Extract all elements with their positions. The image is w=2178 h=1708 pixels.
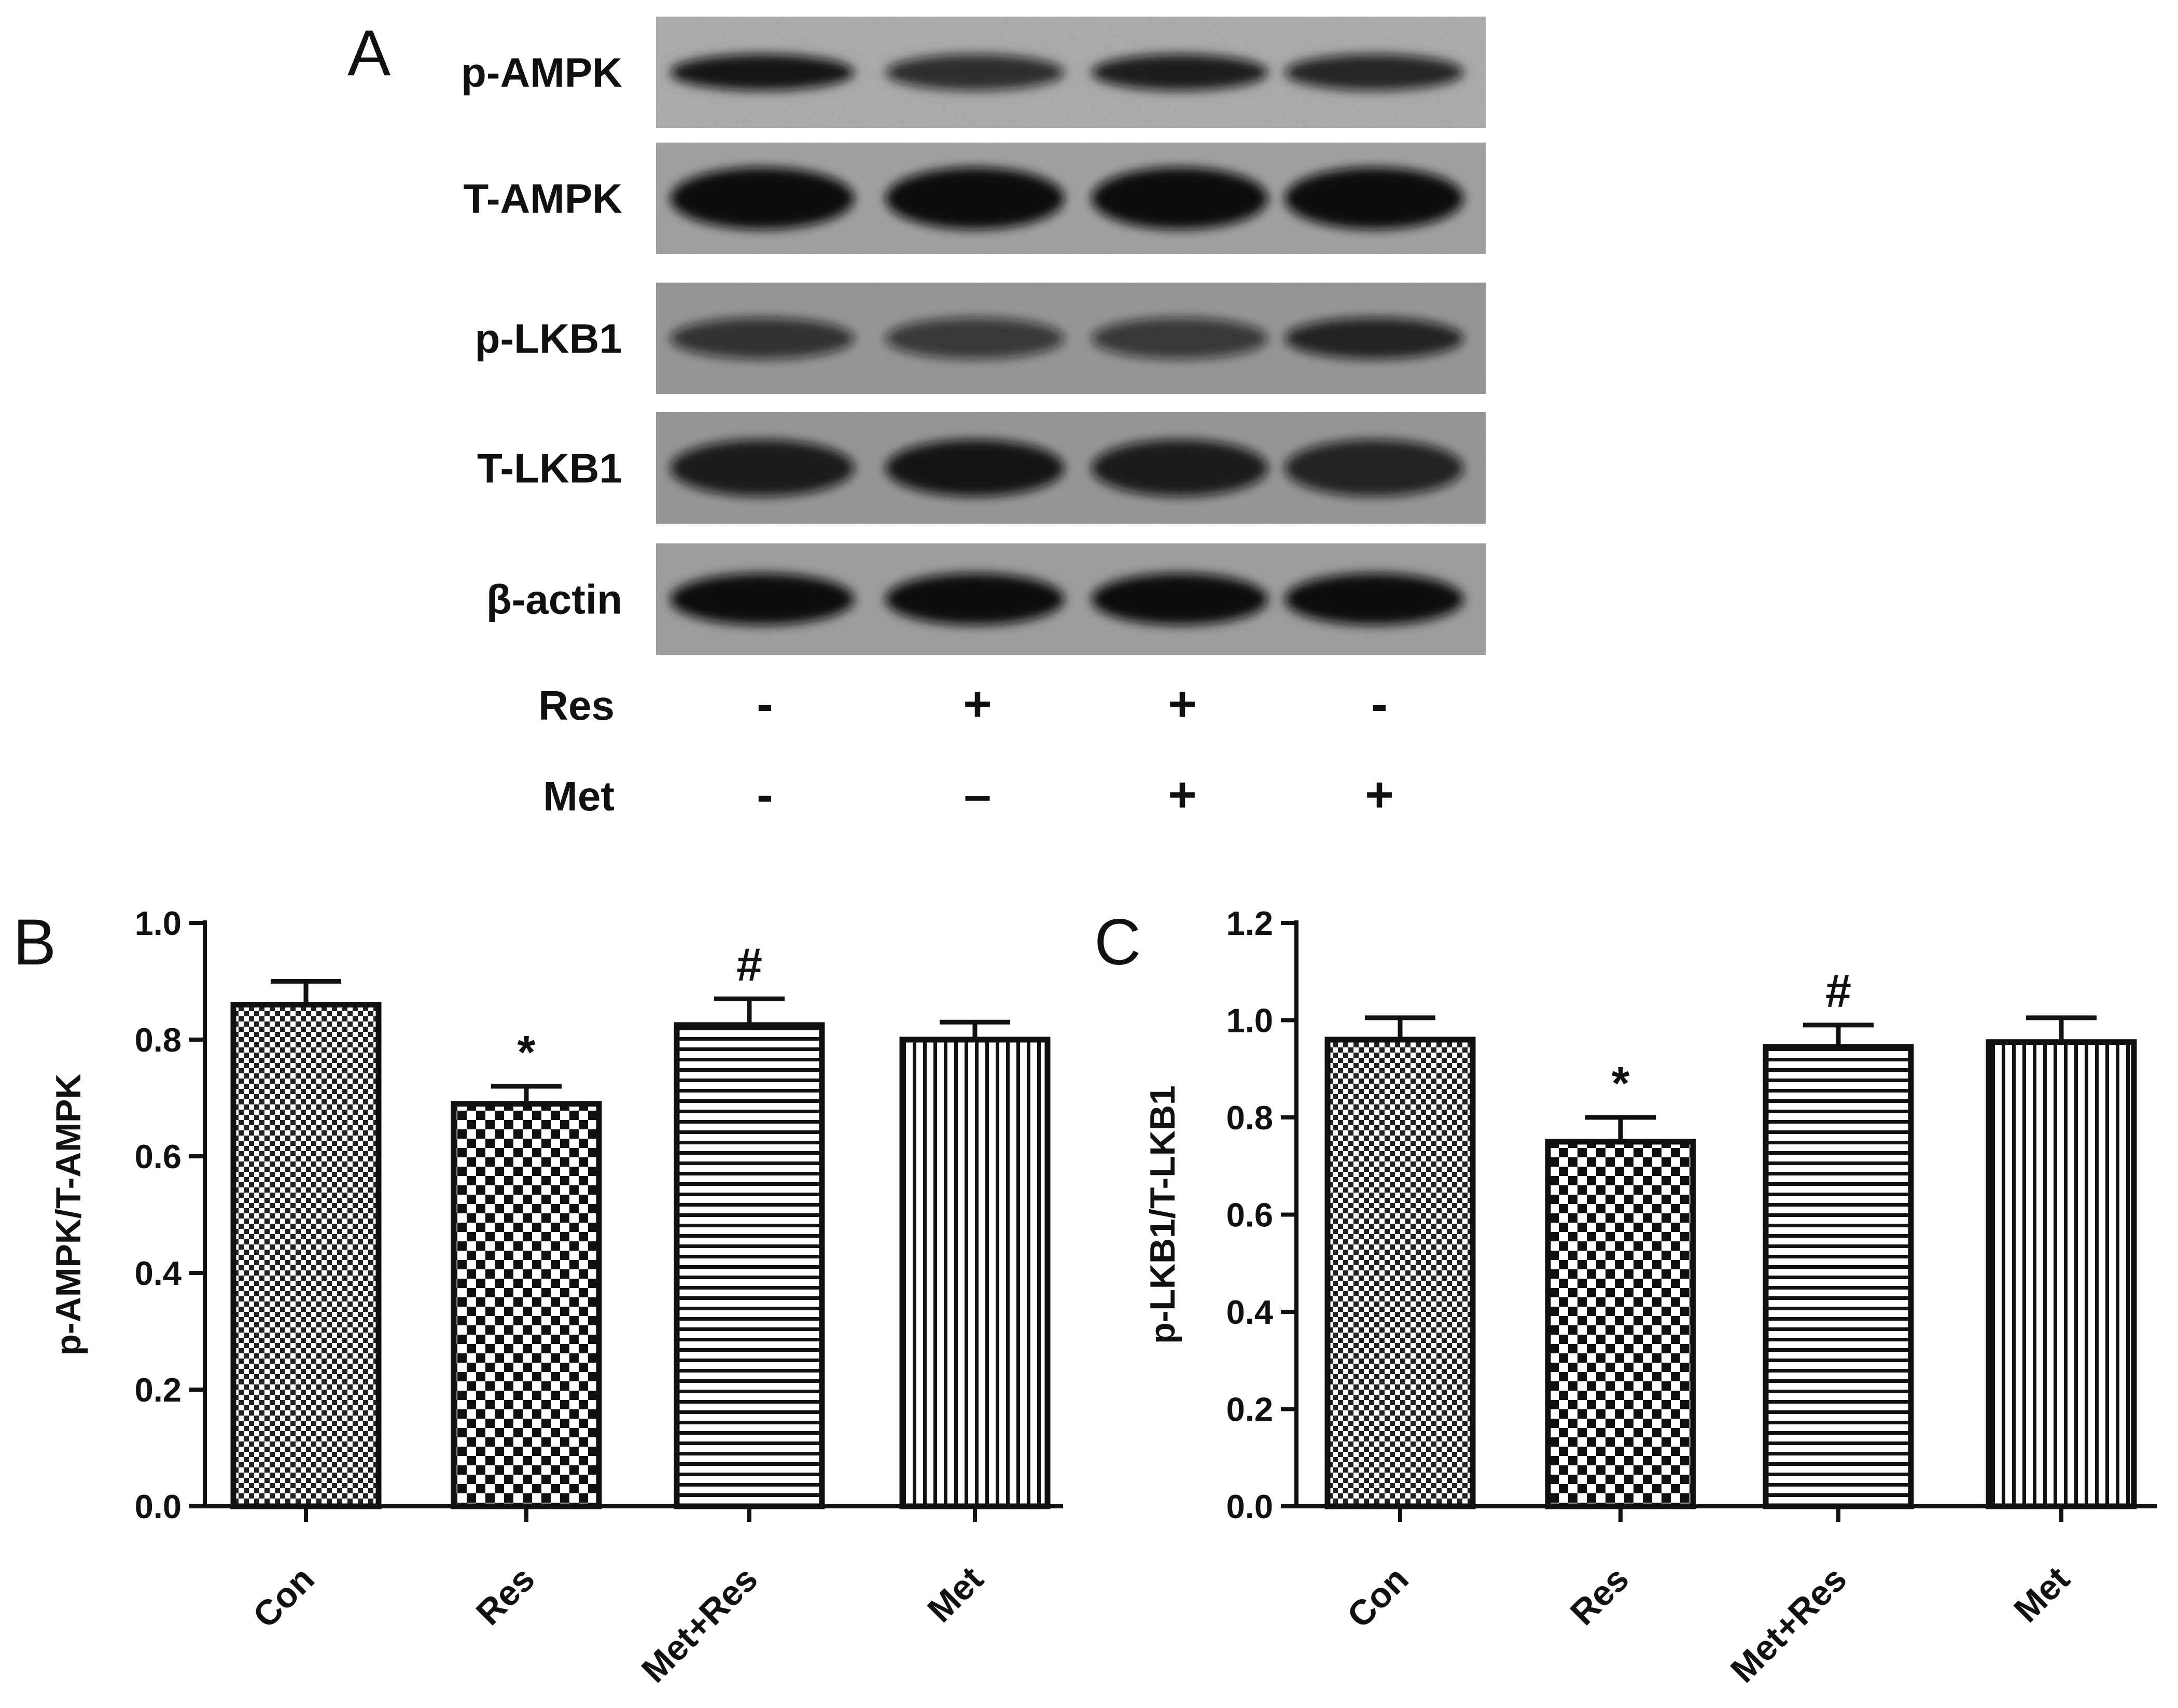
blot-row-label: p-AMPK — [461, 50, 622, 96]
y-axis-label: p-AMPK/T-AMPK — [49, 1074, 88, 1356]
bar — [451, 1101, 602, 1509]
x-tick-label: Met — [920, 1559, 991, 1630]
x-tick-label: Met — [2006, 1559, 2077, 1630]
y-tick-label: 0.2 — [1226, 1391, 1273, 1429]
treatment-sign: - — [757, 767, 773, 822]
blot-row: β-actin — [486, 543, 1486, 655]
treatment-sign: + — [1365, 767, 1393, 822]
blot-band — [1092, 439, 1268, 497]
treatment-sign: - — [757, 677, 773, 732]
bar — [674, 1022, 825, 1509]
y-tick-label: 0.6 — [1226, 1196, 1273, 1234]
treatment-sign: + — [1168, 677, 1196, 732]
blot-band — [670, 167, 855, 230]
x-tick-label: Met+Res — [1723, 1559, 1854, 1690]
x-tick-label: Con — [1339, 1559, 1416, 1635]
y-tick-label: 1.2 — [1226, 904, 1273, 942]
blot-band — [1285, 54, 1464, 91]
panel-a-letter: A — [347, 17, 391, 89]
blot-band — [670, 54, 855, 91]
y-tick-label: 0.8 — [1226, 1099, 1273, 1137]
bar — [1545, 1139, 1696, 1509]
treatment-row: Met - – + + — [543, 767, 1394, 822]
blot-row-label: T-LKB1 — [477, 445, 622, 492]
blot-band — [670, 317, 855, 359]
significance-marker: * — [517, 1027, 535, 1079]
blot-band — [885, 54, 1065, 91]
bar — [230, 1002, 382, 1509]
significance-marker: # — [1825, 965, 1851, 1017]
blot-row: p-AMPK — [461, 17, 1486, 128]
blot-row: p-LKB1 — [475, 283, 1486, 394]
bar — [1763, 1044, 1914, 1509]
blot-band — [1092, 573, 1268, 625]
panel-b-letter: B — [13, 906, 56, 978]
y-tick-label: 0.4 — [1226, 1293, 1273, 1331]
treatment-sign: - — [1371, 677, 1388, 732]
bar — [1986, 1039, 2137, 1509]
y-axis-label: p-LKB1/T-LKB1 — [1143, 1085, 1182, 1344]
x-tick-label: Res — [469, 1559, 542, 1633]
blot-row-label: β-actin — [486, 577, 622, 623]
x-tick-label: Con — [245, 1559, 322, 1635]
blot-band — [1092, 317, 1268, 359]
y-tick-label: 0.0 — [135, 1488, 182, 1525]
blot-row-label: p-LKB1 — [475, 316, 622, 362]
y-tick-label: 0.6 — [135, 1138, 182, 1175]
bar — [1324, 1037, 1476, 1509]
panel-b-chart: B p-AMPK/T-AMPK Con * Res # Met+Res Met 0.0 0.2 0… — [13, 904, 1063, 1690]
blot-band — [885, 573, 1065, 625]
blot-band — [1285, 439, 1464, 497]
blot-band — [1285, 317, 1464, 359]
panel-c-chart: C p-LKB1/T-LKB1 Con * Res # Met+Res Met 0.0 0.2 0… — [1094, 904, 2157, 1690]
panel-c-letter: C — [1094, 906, 1141, 978]
treatment-row: Res - + + - — [538, 677, 1388, 732]
blot-band — [885, 439, 1065, 497]
x-tick-label: Res — [1563, 1559, 1637, 1633]
blot-band — [670, 439, 855, 497]
y-tick-label: 0.0 — [1226, 1488, 1273, 1525]
x-tick-label: Met+Res — [634, 1559, 765, 1690]
blot-row: T-LKB1 — [477, 412, 1486, 524]
y-tick-label: 0.4 — [135, 1254, 182, 1292]
blot-band — [885, 167, 1065, 230]
significance-marker: * — [1611, 1058, 1629, 1110]
bar — [899, 1037, 1051, 1509]
treatment-label: Res — [538, 682, 615, 729]
panel-a-western-blot: A p-AMPK T-AMPK p-LKB1 T-LKB1 β-actin Res - + +… — [347, 17, 1486, 822]
blot-band — [885, 317, 1065, 359]
treatment-label: Met — [543, 773, 615, 819]
blot-row: T-AMPK — [463, 143, 1486, 254]
y-tick-label: 0.8 — [135, 1021, 182, 1059]
y-tick-label: 1.0 — [1226, 1002, 1273, 1040]
y-tick-label: 0.2 — [135, 1371, 182, 1409]
treatment-sign: + — [1168, 767, 1196, 822]
blot-band — [1092, 54, 1268, 91]
y-tick-label: 1.0 — [135, 904, 182, 942]
treatment-sign: – — [964, 767, 992, 822]
blot-row-label: T-AMPK — [463, 176, 622, 222]
blot-band — [670, 573, 855, 625]
blot-band — [1285, 167, 1464, 230]
significance-marker: # — [736, 939, 762, 991]
treatment-sign: + — [963, 677, 992, 732]
blot-band — [1285, 573, 1464, 625]
blot-band — [1092, 167, 1268, 230]
